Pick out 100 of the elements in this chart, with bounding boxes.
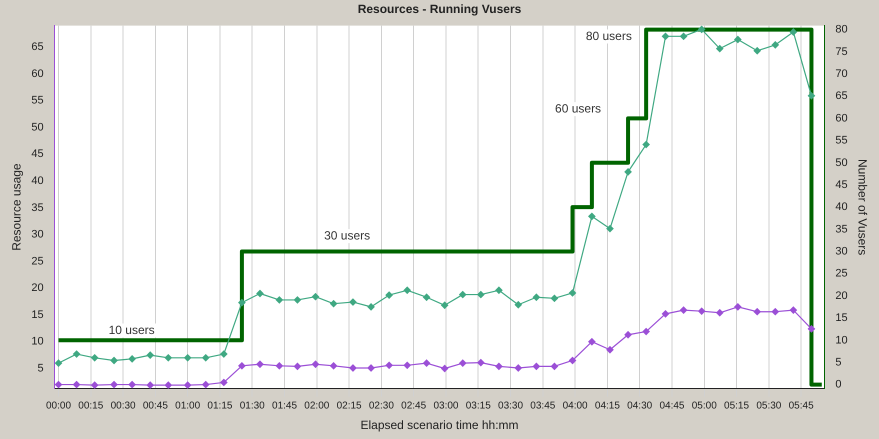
point xyxy=(808,325,816,332)
point xyxy=(72,380,80,388)
point xyxy=(404,286,411,294)
point xyxy=(459,360,466,367)
point xyxy=(276,296,283,304)
point xyxy=(514,301,522,308)
x-axis-title: Elapsed scenario time hh:mm xyxy=(360,418,519,432)
point xyxy=(642,140,650,148)
x-tick-label: 04:15 xyxy=(594,400,620,412)
x-tick-label: 00:15 xyxy=(78,400,104,412)
x-tick-label: 01:00 xyxy=(175,400,201,412)
point xyxy=(662,32,670,40)
point xyxy=(294,362,302,370)
point xyxy=(734,303,742,310)
point xyxy=(54,360,62,367)
point xyxy=(624,168,632,176)
y2-tick-label: 75 xyxy=(835,46,848,58)
y2-tick-label: 35 xyxy=(835,223,848,236)
x-tick-label: 01:30 xyxy=(240,400,266,412)
point xyxy=(441,364,448,372)
point xyxy=(790,28,797,36)
x-tick-label: 00:30 xyxy=(110,400,136,412)
point xyxy=(294,296,302,304)
y2-tick-label: 30 xyxy=(835,246,848,258)
point xyxy=(110,380,118,388)
y-axis-title: Resource usage xyxy=(10,163,24,251)
point xyxy=(386,292,393,299)
point xyxy=(422,294,430,301)
y-tick-label: 50 xyxy=(31,121,44,134)
point xyxy=(146,382,154,389)
point xyxy=(220,350,228,358)
point xyxy=(734,36,742,44)
y2-tick-label: 0 xyxy=(835,378,842,391)
point xyxy=(808,92,816,100)
y-tick-label: 40 xyxy=(31,175,44,188)
x-tick-label: 03:30 xyxy=(498,400,524,412)
point xyxy=(220,378,228,386)
point xyxy=(110,356,118,364)
point xyxy=(477,359,484,366)
point xyxy=(606,346,614,354)
y-tick-label: 20 xyxy=(31,282,44,294)
y2-tick-label: 65 xyxy=(835,90,848,102)
x-tick-label: 00:00 xyxy=(46,400,72,412)
x-tick-label: 02:30 xyxy=(368,400,394,412)
y-tick-label: 60 xyxy=(31,68,44,80)
annotation: 10 users xyxy=(108,322,155,337)
x-tick-label: 03:45 xyxy=(530,400,556,412)
y2-tick-label: 40 xyxy=(835,201,848,214)
annotation: 80 users xyxy=(586,28,632,43)
point xyxy=(367,303,375,310)
x-tick-label: 04:30 xyxy=(627,400,653,412)
point xyxy=(588,338,596,346)
point xyxy=(568,356,576,364)
point xyxy=(790,306,797,314)
point xyxy=(184,354,192,362)
point xyxy=(312,360,320,368)
point xyxy=(754,47,761,54)
point xyxy=(202,354,210,362)
point xyxy=(680,32,688,40)
point xyxy=(349,364,357,372)
point xyxy=(238,299,246,306)
y2-tick-label: 70 xyxy=(835,68,848,80)
point xyxy=(441,302,448,309)
point xyxy=(495,286,503,294)
y2-tick-label: 60 xyxy=(835,112,848,124)
point xyxy=(276,362,283,370)
point xyxy=(680,306,688,314)
point xyxy=(495,362,503,370)
x-tick-label: 05:00 xyxy=(692,400,718,412)
y2-tick-label: 55 xyxy=(835,134,848,147)
point xyxy=(330,362,338,370)
point xyxy=(146,352,154,359)
y2-tick-label: 80 xyxy=(835,24,848,36)
point xyxy=(698,26,706,33)
y-tick-label: 65 xyxy=(31,41,44,54)
x-tick-label: 04:45 xyxy=(659,400,685,412)
point xyxy=(184,382,192,389)
annotation: 60 users xyxy=(555,101,602,116)
point xyxy=(54,380,62,388)
point xyxy=(349,298,357,306)
point xyxy=(662,310,670,318)
point xyxy=(91,382,98,389)
y-tick-label: 35 xyxy=(31,202,44,214)
y-tick-label: 30 xyxy=(31,228,44,241)
point xyxy=(312,293,320,300)
point xyxy=(606,225,614,232)
y2-tick-label: 10 xyxy=(835,334,848,346)
x-tick-label: 02:45 xyxy=(401,400,427,412)
point xyxy=(754,308,761,316)
x-tick-label: 02:15 xyxy=(336,400,362,412)
point xyxy=(459,290,466,298)
point xyxy=(624,331,632,338)
x-tick-label: 03:00 xyxy=(433,400,459,412)
y2-axis-title: Number of Vusers xyxy=(855,158,870,256)
y2-tick-label: 20 xyxy=(835,290,848,302)
x-tick-label: 01:45 xyxy=(272,400,298,412)
point xyxy=(164,354,172,362)
point xyxy=(256,290,264,298)
y2-tick-label: 25 xyxy=(835,268,848,280)
x-tick-label: 01:15 xyxy=(207,400,233,412)
